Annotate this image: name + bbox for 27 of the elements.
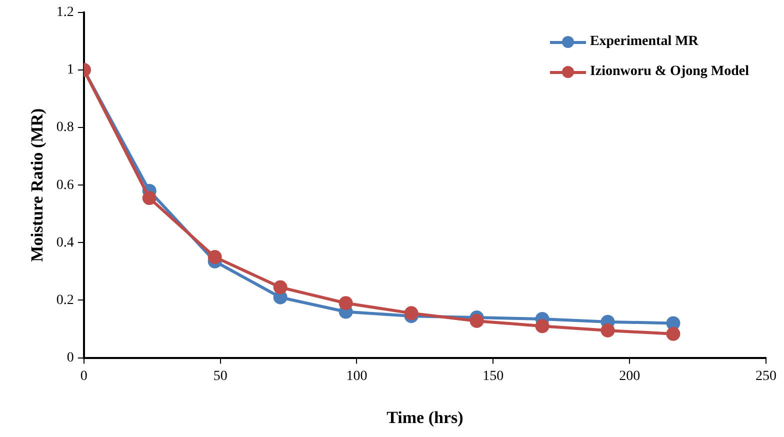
x-tick-label: 150: [482, 368, 504, 384]
x-axis-title: Time (hrs): [386, 408, 464, 428]
point: [666, 326, 680, 341]
point: [273, 280, 288, 294]
point: [404, 306, 418, 320]
x-tick-label: 50: [213, 368, 228, 384]
y-tick-label: 0.2: [56, 292, 74, 308]
legend-label: Experimental MR: [590, 34, 698, 50]
x-tick-label: 200: [619, 368, 640, 384]
y-tick-label: 1: [66, 62, 74, 78]
y-tick-label: 0.4: [56, 235, 74, 250]
y-tick-label: 0.6: [56, 178, 74, 193]
point: [142, 191, 156, 206]
point: [666, 316, 680, 330]
y-tick-label: 0: [66, 350, 74, 366]
y-tick-label: 1.2: [56, 5, 74, 20]
x-tick-label: 250: [756, 368, 776, 384]
point: [600, 323, 615, 338]
y-tick-label: 0.8: [56, 120, 74, 136]
x-tick-label: 0: [80, 368, 88, 384]
point: [535, 319, 550, 334]
y-axis-title: Moisture Ratio (MR): [28, 108, 47, 262]
point: [338, 296, 353, 310]
x-tick-label: 100: [346, 368, 368, 384]
point: [208, 250, 222, 264]
legend-label: Izionworu & Ojong Model: [590, 64, 749, 80]
point: [470, 314, 484, 328]
